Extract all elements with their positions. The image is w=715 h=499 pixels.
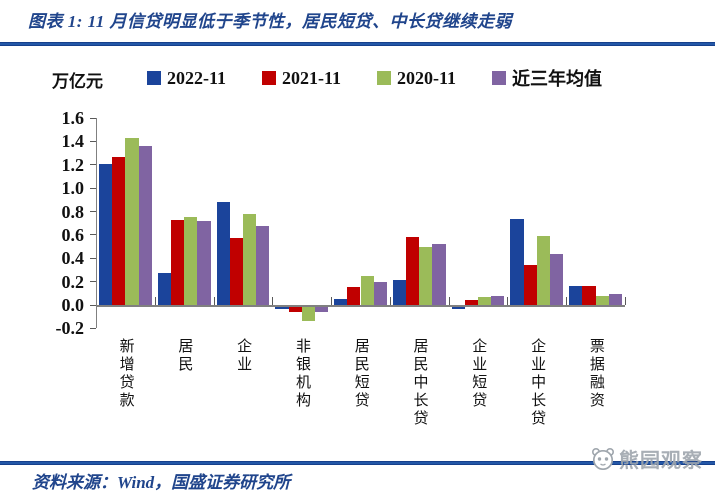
bar-2022-11-非银机构 xyxy=(275,306,289,309)
bar-2021-11-票据融资 xyxy=(582,286,596,305)
chart-legend: 2022-11 2021-11 2020-11 近三年均值 xyxy=(147,65,602,91)
bar-2020-11-非银机构 xyxy=(301,306,315,321)
bar-2022-11-新增贷款 xyxy=(98,163,113,305)
x-tick-mark xyxy=(213,297,215,305)
x-category-label-企业中长贷: 企业中长贷 xyxy=(529,338,546,428)
bar-2022-11-居民 xyxy=(157,273,171,305)
y-tick-label: 1.2 xyxy=(61,154,85,175)
title-divider-rule xyxy=(0,42,715,46)
y-tick-label: 0.2 xyxy=(61,271,85,292)
legend-item-近三年均值: 近三年均值 xyxy=(492,65,602,91)
bar-近三年均值-企业中长贷 xyxy=(550,253,564,305)
y-tick-label: 0.4 xyxy=(61,248,85,269)
bar-2021-11-企业短贷 xyxy=(464,300,479,305)
bar-2022-11-票据融资 xyxy=(569,286,583,305)
x-category-label-居民中长贷: 居民中长贷 xyxy=(411,338,428,428)
x-category-label-票据融资: 票据融资 xyxy=(587,338,604,410)
y-tick-label: 1.6 xyxy=(61,108,85,128)
bar-2020-11-企业中长贷 xyxy=(536,236,551,305)
x-axis-line xyxy=(96,305,625,307)
bar-2021-11-企业 xyxy=(229,238,243,305)
watermark: 熊园观察 xyxy=(590,444,703,473)
y-tick-mark xyxy=(90,234,96,236)
bar-2021-11-居民 xyxy=(170,219,185,305)
bar-2020-11-居民中长贷 xyxy=(419,246,433,305)
bar-近三年均值-新增贷款 xyxy=(138,146,152,305)
bar-近三年均值-企业短贷 xyxy=(491,295,505,305)
bar-2020-11-企业 xyxy=(242,213,257,305)
bar-2021-11-企业中长贷 xyxy=(523,265,537,305)
bar-近三年均值-居民 xyxy=(197,220,211,305)
bar-2020-11-居民短贷 xyxy=(360,275,374,305)
legend-swatch-icon xyxy=(377,71,392,85)
x-tick-mark xyxy=(625,297,626,305)
bar-近三年均值-票据融资 xyxy=(608,294,622,305)
y-tick-mark xyxy=(90,327,96,329)
bar-近三年均值-居民短贷 xyxy=(373,281,387,305)
legend-label: 2021-11 xyxy=(282,67,342,88)
bar-2021-11-非银机构 xyxy=(288,306,302,313)
bar-2021-11-新增贷款 xyxy=(112,156,126,305)
bar-2022-11-企业 xyxy=(216,202,230,305)
y-axis-unit-label: 万亿元 xyxy=(52,72,103,91)
bar-2021-11-居民短贷 xyxy=(347,287,361,305)
y-tick-mark xyxy=(90,304,96,306)
legend-label: 近三年均值 xyxy=(512,69,603,89)
y-tick-mark xyxy=(90,164,96,166)
bar-近三年均值-企业 xyxy=(256,225,270,305)
bar-2020-11-居民 xyxy=(184,217,198,305)
x-tick-mark xyxy=(389,297,391,305)
bar-2020-11-企业短贷 xyxy=(478,296,492,305)
legend-swatch-icon xyxy=(492,71,507,85)
watermark-text: 熊园观察 xyxy=(619,450,703,472)
y-tick-label: 0.0 xyxy=(61,295,85,315)
legend-label: 2020-11 xyxy=(397,67,457,88)
bar-2020-11-新增贷款 xyxy=(125,137,139,305)
x-category-label-新增贷款: 新增贷款 xyxy=(117,338,134,410)
legend-label: 2022-11 xyxy=(167,67,227,88)
y-tick-label: 1.0 xyxy=(61,178,85,199)
y-tick-mark xyxy=(90,211,96,212)
x-category-label-非银机构: 非银机构 xyxy=(293,338,310,410)
bar-2021-11-居民中长贷 xyxy=(406,237,420,305)
bar-近三年均值-居民中长贷 xyxy=(432,244,446,305)
panda-logo-icon xyxy=(590,446,616,472)
y-tick-label: 1.4 xyxy=(61,131,85,152)
chart-title: 图表 1: 11 月信贷明显低于季节性，居民短贷、中长贷继续走弱 xyxy=(28,12,512,31)
x-tick-mark xyxy=(331,297,333,305)
y-tick-label: 0.6 xyxy=(61,224,85,245)
y-tick-label: -0.2 xyxy=(55,318,85,339)
source-note: 资料来源：Wind，国盛证券研究所 xyxy=(32,473,291,492)
bar-2022-11-居民短贷 xyxy=(334,299,348,305)
bar-2022-11-企业短贷 xyxy=(451,306,465,309)
bar-2020-11-票据融资 xyxy=(595,295,609,305)
y-tick-mark xyxy=(90,117,96,119)
x-tick-mark xyxy=(154,297,156,305)
x-tick-mark xyxy=(272,297,274,305)
y-tick-mark xyxy=(90,281,96,283)
bar-2022-11-企业中长贷 xyxy=(510,218,524,305)
y-tick-mark xyxy=(90,187,96,189)
x-category-label-企业: 企业 xyxy=(235,338,252,374)
x-tick-mark xyxy=(507,297,509,305)
y-tick-mark xyxy=(90,140,96,142)
footer-divider-rule xyxy=(0,461,715,465)
x-tick-mark xyxy=(448,297,450,305)
legend-item-2022-11: 2022-11 xyxy=(147,68,226,89)
bar-近三年均值-非银机构 xyxy=(314,306,329,313)
y-tick-label: 0.8 xyxy=(61,201,85,222)
legend-item-2021-11: 2021-11 xyxy=(262,68,341,89)
y-axis-line xyxy=(96,118,97,329)
x-category-label-居民短贷: 居民短贷 xyxy=(352,338,369,410)
x-category-label-企业短贷: 企业短贷 xyxy=(470,338,487,410)
legend-swatch-icon xyxy=(147,71,161,85)
y-tick-mark xyxy=(90,257,96,259)
legend-item-2020-11: 2020-11 xyxy=(377,68,456,89)
bar-2022-11-居民中长贷 xyxy=(392,280,407,305)
legend-swatch-icon xyxy=(262,71,277,85)
x-tick-mark xyxy=(566,297,568,305)
x-category-label-居民: 居民 xyxy=(176,338,193,374)
